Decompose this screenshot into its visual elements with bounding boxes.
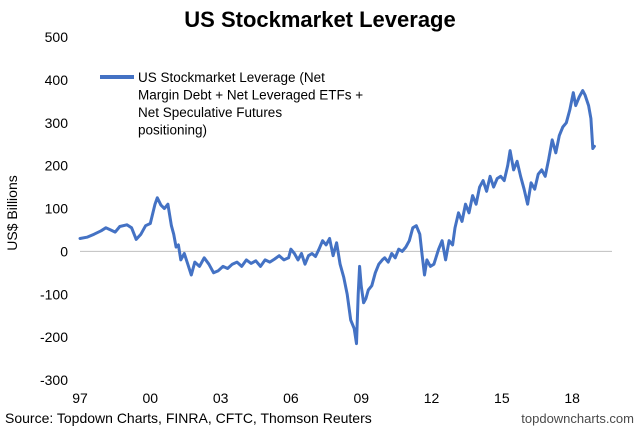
x-tick-label: 97 [72,390,88,406]
x-tick-label: 09 [353,390,369,406]
x-tick-label: 06 [283,390,299,406]
legend-label: US Stockmarket Leverage (Net Margin Debt … [138,70,363,138]
x-tick-label: 18 [564,390,580,406]
series-line [78,89,596,346]
source-note: Source: Topdown Charts, FINRA, CFTC, Tho… [5,410,372,426]
y-tick-label: 500 [45,29,69,45]
y-axis-label: US$ Billions [4,175,20,250]
chart-title: US Stockmarket Leverage [184,7,455,32]
series-layer [78,89,596,346]
credit-note: topdowncharts.com [521,411,634,426]
x-tick-label: 03 [213,390,229,406]
y-tick-label: -200 [40,329,68,345]
y-tick-label: 200 [45,158,69,174]
y-axis-ticks: 500 400 300 200 100 0 -100 -200 -300 [40,29,68,388]
y-tick-label: 0 [60,243,68,259]
x-tick-label: 12 [424,390,440,406]
x-tick-label: 00 [143,390,159,406]
y-tick-label: 100 [45,201,69,217]
x-axis-ticks: 97 00 03 06 09 12 15 18 [72,390,580,406]
legend: US Stockmarket Leverage (Net Margin Debt … [100,70,363,138]
y-tick-label: 300 [45,115,69,131]
x-tick-label: 15 [494,390,510,406]
y-tick-label: -300 [40,372,68,388]
y-tick-label: -100 [40,286,68,302]
y-tick-label: 400 [45,72,69,88]
